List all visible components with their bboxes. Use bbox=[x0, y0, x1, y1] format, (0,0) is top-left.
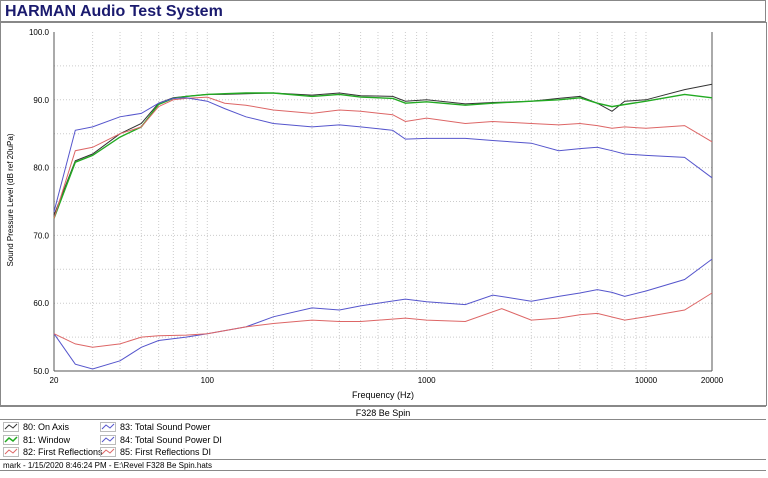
legend-label: 82: First Reflections bbox=[23, 447, 103, 457]
x-tick-label: 100 bbox=[201, 376, 215, 385]
series-line-2 bbox=[53, 92, 713, 219]
y-tick-label: 90.0 bbox=[33, 96, 49, 105]
x-tick-label: 10000 bbox=[635, 376, 658, 385]
legend-label: 80: On Axis bbox=[23, 422, 70, 432]
legend: 80: On Axis 81: Window 82: First Reflectio… bbox=[0, 419, 766, 459]
legend-label: 81: Window bbox=[23, 434, 71, 445]
x-tick-label: 20000 bbox=[701, 376, 724, 385]
legend-label: 84: Total Sound Power DI bbox=[120, 434, 222, 445]
legend-item[interactable]: 82: First Reflections bbox=[3, 446, 103, 458]
x-tick-label: 1000 bbox=[418, 376, 436, 385]
x-tick-label: 20 bbox=[50, 376, 59, 385]
legend-swatch-icon bbox=[100, 434, 116, 445]
series-line-5 bbox=[53, 258, 713, 370]
app-title: HARMAN Audio Test System bbox=[0, 0, 766, 22]
y-tick-label: 70.0 bbox=[33, 231, 49, 240]
spin-chart: 50.0 60.0 70.0 80.0 90.0 100.0 20 100 1000 10000 2… bbox=[0, 22, 767, 406]
y-tick-label: 50.0 bbox=[33, 367, 49, 376]
legend-swatch-icon bbox=[3, 447, 19, 457]
chart-subtitle: F328 Be Spin bbox=[0, 406, 766, 420]
legend-label: 83: Total Sound Power bbox=[120, 422, 211, 432]
status-footer: mark - 1/15/2020 8:46:24 PM - E:\Revel F… bbox=[0, 459, 766, 471]
legend-item[interactable]: 80: On Axis bbox=[3, 421, 69, 433]
legend-swatch-icon bbox=[100, 422, 116, 432]
chart-frame bbox=[0, 22, 767, 406]
series-line-1 bbox=[53, 83, 713, 216]
legend-item[interactable]: 83: Total Sound Power bbox=[100, 421, 210, 433]
y-axis-label: Sound Pressure Level (dB ref 20uPa) bbox=[6, 133, 15, 266]
legend-item[interactable]: 81: Window bbox=[3, 434, 70, 446]
legend-item[interactable]: 85: First Reflections DI bbox=[100, 446, 211, 458]
y-tick-label: 100.0 bbox=[29, 28, 50, 37]
series-line-4 bbox=[53, 97, 713, 212]
grid bbox=[0, 22, 767, 406]
series-line-3 bbox=[53, 96, 713, 219]
legend-swatch-icon bbox=[3, 422, 19, 432]
legend-item[interactable]: 84: Total Sound Power DI bbox=[100, 434, 222, 446]
x-axis-label: Frequency (Hz) bbox=[352, 390, 414, 400]
y-tick-label: 80.0 bbox=[33, 164, 49, 173]
y-tick-label: 60.0 bbox=[33, 299, 49, 308]
series-line-6 bbox=[53, 292, 713, 348]
legend-label: 85: First Reflections DI bbox=[120, 447, 212, 457]
legend-swatch-icon bbox=[100, 447, 116, 457]
series-lines bbox=[53, 83, 713, 370]
axes: 50.0 60.0 70.0 80.0 90.0 100.0 20 100 1000 10000 2… bbox=[29, 28, 724, 385]
legend-swatch-icon bbox=[3, 434, 19, 445]
